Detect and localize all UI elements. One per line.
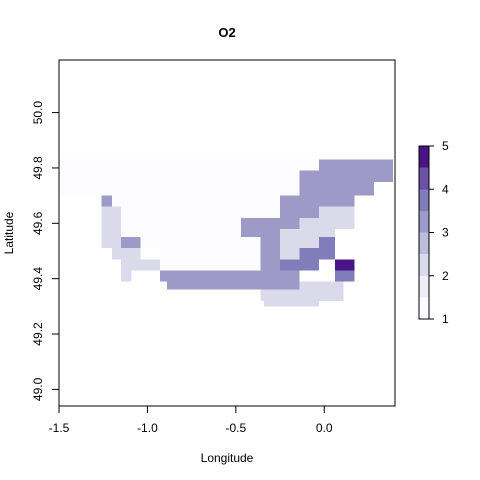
map-cell (299, 281, 344, 301)
map-cell (318, 159, 394, 171)
y-axis-label: Latitude (2, 211, 16, 254)
y-tick-label: 49.2 (31, 322, 45, 346)
map-cell (241, 228, 261, 238)
map-cell (101, 206, 121, 238)
map-cell (299, 170, 394, 182)
legend-tick-label: 4 (442, 182, 449, 196)
map-cell (280, 248, 300, 260)
legend-swatch (419, 297, 429, 320)
legend-tick-label: 5 (442, 139, 449, 153)
map-cell (101, 195, 113, 207)
map-cell (101, 195, 281, 207)
y-axis: 49.0 49.2 49.4 49.6 49.8 50.0 (31, 101, 60, 401)
map-cell (120, 259, 160, 271)
map-cell (280, 237, 319, 249)
map-cell (280, 259, 319, 271)
map-cell (59, 170, 319, 182)
y-tick-label: 49.6 (31, 211, 45, 235)
map-cell (280, 195, 355, 207)
map-cell (260, 289, 300, 301)
map-cell (59, 181, 300, 196)
map-cell (264, 300, 319, 307)
legend-swatch (419, 210, 429, 233)
color-legend: 1 2 3 4 5 (418, 139, 449, 326)
map-cell (112, 248, 141, 260)
x-axis: -1.5 -1.0 -0.5 0.0 (49, 405, 333, 435)
map-cell (159, 270, 300, 282)
legend-tick-label: 1 (442, 312, 449, 326)
map-cell (260, 228, 281, 271)
map-title: O2 (218, 25, 235, 40)
legend-swatch (419, 167, 429, 190)
map-cell (241, 217, 300, 229)
legend-tick-label: 2 (442, 269, 449, 283)
map-cell (334, 270, 355, 282)
x-tick-label: -0.5 (225, 421, 246, 435)
legend-swatch (419, 275, 429, 298)
x-tick-label: -1.5 (49, 421, 70, 435)
map-cell (120, 217, 242, 229)
legend-tick-label: 3 (442, 226, 449, 240)
cells-layer (59, 159, 394, 307)
x-tick-label: 0.0 (316, 421, 333, 435)
legend-swatch (419, 146, 429, 168)
x-axis-label: Longitude (201, 451, 254, 465)
y-tick-label: 49.8 (31, 156, 45, 180)
map-cell (59, 159, 394, 171)
map-cell (299, 217, 355, 229)
map-cell (120, 228, 242, 238)
map-cell (112, 206, 281, 218)
map-cell (159, 248, 261, 260)
x-tick-label: -1.0 (137, 421, 158, 435)
legend-swatch (419, 189, 429, 211)
map-cell (120, 237, 141, 249)
legend-swatch (419, 254, 429, 276)
map-cell (120, 270, 132, 282)
map-cell (166, 281, 300, 290)
map-cell (299, 181, 374, 196)
map-cell (318, 237, 335, 249)
map-cell (140, 237, 261, 249)
map-cell (299, 248, 335, 260)
legend-swatch (419, 232, 429, 255)
map-cell (334, 259, 344, 271)
map-cell (318, 206, 355, 218)
y-tick-label: 49.0 (31, 377, 45, 401)
map-cell (101, 237, 121, 249)
map-cell (280, 206, 319, 218)
y-tick-label: 49.4 (31, 267, 45, 291)
map-cell (159, 259, 261, 271)
map-cell (343, 259, 355, 271)
y-tick-label: 50.0 (31, 101, 45, 125)
map-cell (280, 228, 335, 238)
